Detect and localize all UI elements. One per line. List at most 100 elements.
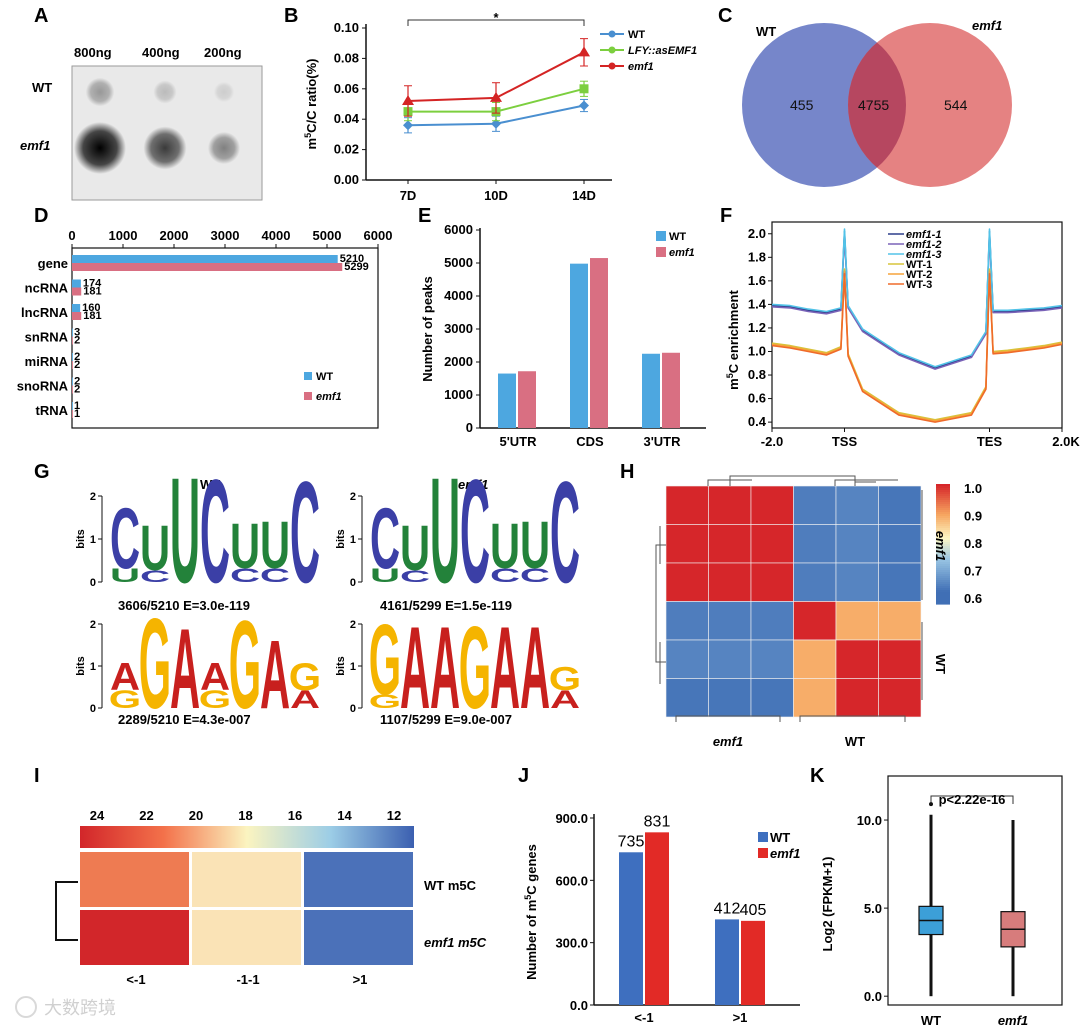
h-colorbar-segment [936,514,950,517]
logo-y-tick-label: 1 [350,661,356,673]
j-bar-value: 831 [644,813,671,830]
blot-dot [85,77,115,107]
motif-caption: 4161/5299 E=1.5e-119 [380,598,512,613]
h-colorbar-segment [936,586,950,589]
i-colorbar-label: 24 [90,808,105,823]
logo-y-tick-label: 2 [90,491,96,503]
i-heatmap-cell [192,852,301,907]
h-colorbar-segment [936,582,950,585]
panel-a-letter: A [34,5,48,27]
logo-letter: U [170,447,200,615]
h-colorbar-segment [936,570,950,573]
logo-letter: U [430,447,460,615]
h-heatmap-cell [793,485,837,525]
panel-i-heatmap: 24 22 20 18 16 14 12 <-1 -1-1 >1 WT m5C emf1 m5C [55,808,487,987]
e-x-tick-label: 3'UTR [643,434,681,449]
f-y-tick-label: 1.0 [748,343,766,358]
k-ylabel: Log2 (FPKM+1) [820,857,835,952]
d-bar-value: 2 [74,351,80,363]
h-colorbar-segment [936,496,950,499]
i-row-label: WT m5C [424,878,477,893]
d-bar-value: 2 [74,359,80,371]
motif-caption: 2289/5210 E=4.3e-007 [118,712,251,727]
panel-h-letter: H [620,461,634,483]
h-heatmap-cell [793,639,837,679]
e-legend-swatch [656,247,666,257]
h-colorbar-segment [936,588,950,591]
d-bar [72,410,73,418]
h-colorbar-segment [936,558,950,561]
h-heatmap-cell [835,601,879,641]
k-pvalue-label: p<2.22e-16 [939,792,1006,807]
h-heatmap-cell [878,601,922,641]
d-x-tick-label: 0 [68,228,75,243]
b-y-tick-label: 0.08 [334,50,359,65]
watermark-logo-icon [15,996,37,1018]
logo-y-tick-label: 0 [350,577,356,589]
d-bar [72,361,73,369]
logo-letter: C [110,492,140,587]
d-category-label: snoRNA [17,379,69,394]
motif-caption: 3606/5210 E=3.0e-119 [118,598,250,613]
h-colorbar-segment [936,508,950,511]
d-bar [72,377,73,386]
panel-j-bar-chart: Number of m5C genes 0.0 300.0 600.0 900.0 <-… [523,811,800,1025]
i-colorbar-label: 18 [238,808,252,823]
logo-letter: A [400,603,430,734]
h-colorbar-segment [936,516,950,519]
h-heatmap-cell [750,639,794,679]
h-colorbar-segment [936,542,950,545]
d-bar [72,279,81,288]
h-colorbar-segment [936,494,950,497]
f-x-tick-label: -2.0 [761,434,783,449]
h-colorbar-segment [936,524,950,527]
logo-letter: G [369,605,401,716]
k-significance-bracket [930,795,1014,804]
logo-letter: A [490,603,520,734]
f-legend-label: WT-2 [906,269,932,281]
e-y-tick-label: 4000 [444,288,473,303]
panel-g-letter: G [34,461,50,483]
h-colorbar-segment [936,548,950,551]
b-x-tick-label: 7D [400,188,417,203]
d-bar [72,328,73,337]
h-colorbar-segment [936,590,950,593]
logo-letter: U [230,511,260,582]
h-heatmap-cell [665,562,709,602]
d-x-tick-label: 1000 [109,228,138,243]
logo-letter: U [490,511,520,582]
h-colorbar-segment [936,528,950,531]
d-category-label: miRNA [25,354,69,369]
logo-letter: G [369,691,401,713]
e-y-tick-label: 2000 [444,354,473,369]
h-colorbar-label: 0.6 [964,591,982,606]
h-row-group-label: WT [933,654,948,674]
h-colorbar-segment [936,574,950,577]
h-heatmap-cell [750,678,794,718]
logo-letter: C [400,567,430,586]
logo-y-tick-label: 2 [90,619,96,631]
watermark: 大数跨境 [15,996,116,1019]
h-colorbar-segment [936,504,950,507]
blot-dot [213,81,235,103]
motif-title-wt: WT [200,477,220,492]
h-heatmap-cell [708,485,752,525]
logo-letter: G [139,594,171,737]
h-colorbar-segment [936,536,950,539]
logo-y-tick-label: 2 [350,491,356,503]
blot-dot [153,80,177,104]
k-x-tick-label: WT [921,1013,941,1028]
d-bar-value: 2 [74,384,80,396]
f-x-tick-label: TSS [832,434,858,449]
e-x-tick-label: CDS [576,434,604,449]
panel-e-letter: E [418,205,431,227]
j-bar [645,832,669,1005]
e-legend-label: emf1 [669,247,695,259]
h-heatmap-cell [750,601,794,641]
d-bar [72,353,73,361]
f-y-tick-label: 0.4 [748,414,767,429]
j-bar [715,919,739,1005]
i-dendrogram [55,881,78,941]
h-colorbar-label: 0.9 [964,509,982,524]
h-colorbar-segment [936,510,950,513]
